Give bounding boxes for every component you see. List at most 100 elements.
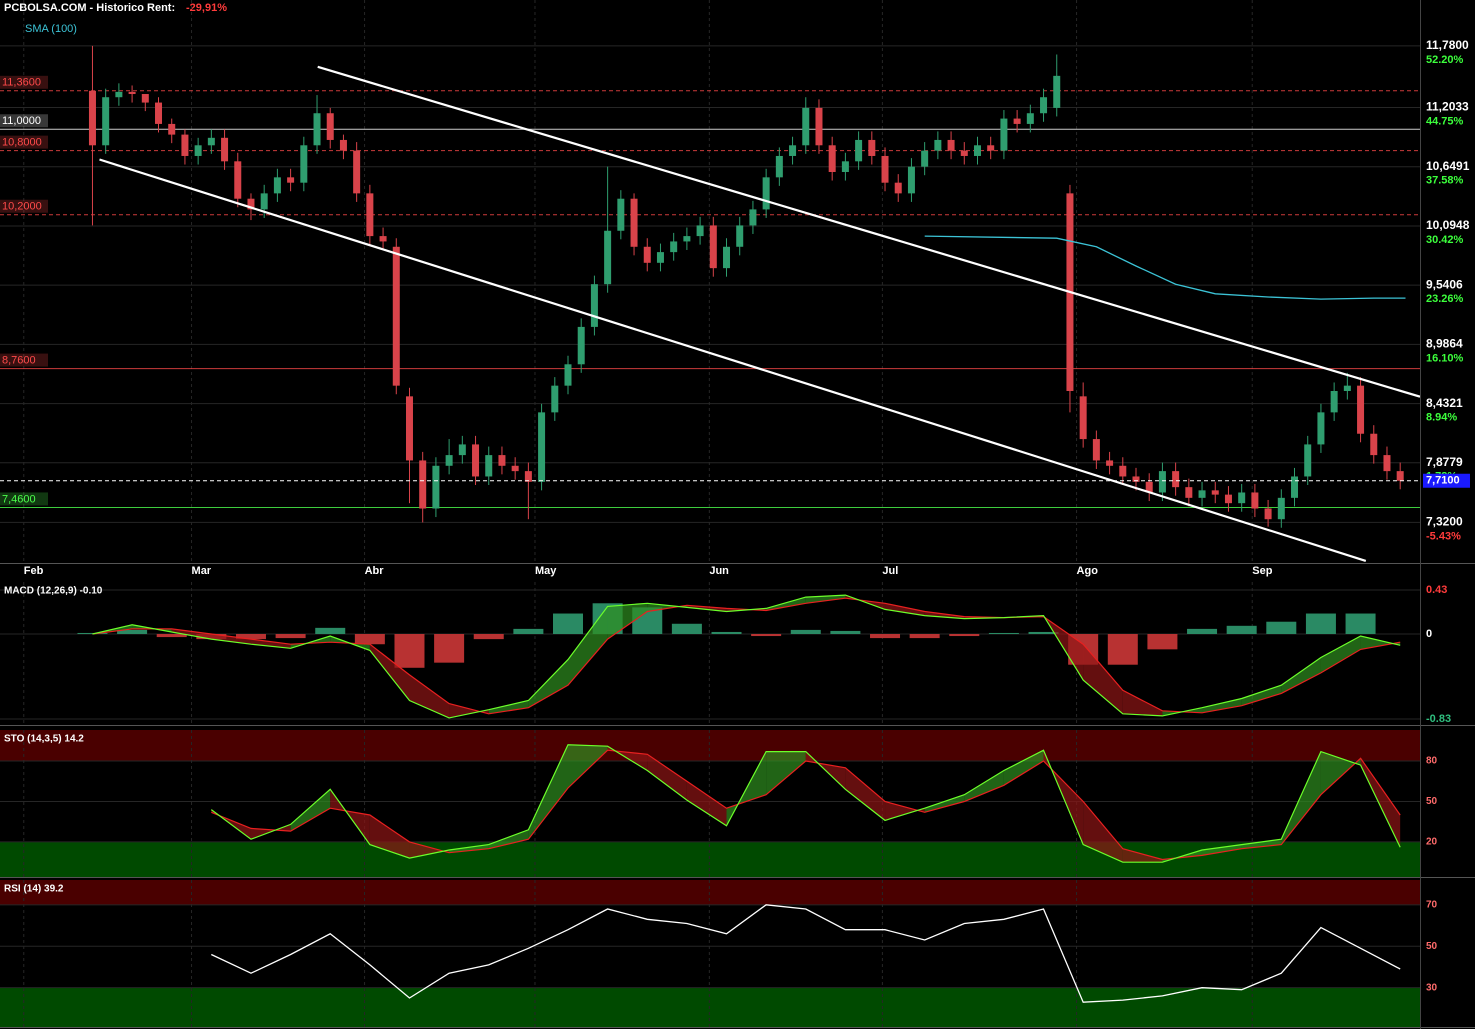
candle-body	[656, 252, 664, 263]
candles	[88, 45, 1404, 528]
candle-body	[1092, 439, 1100, 461]
cross-fill	[885, 603, 925, 616]
y2-tick-label: 30.42%	[1426, 234, 1464, 246]
histogram-bar	[1187, 628, 1218, 634]
signal-line	[92, 597, 1401, 715]
cross-fill	[1122, 690, 1163, 716]
candle-body	[194, 145, 202, 156]
indicator-title: MACD (12,26,9) -0.10	[4, 586, 103, 597]
k-line	[210, 744, 1401, 863]
y-tick-label: 9,5406	[1426, 277, 1463, 291]
cross-fill	[369, 644, 410, 701]
candle-body	[1211, 490, 1219, 495]
histogram-bar	[1305, 613, 1336, 634]
cross-fill	[250, 639, 291, 649]
y-tick-label: 80	[1426, 756, 1438, 767]
y-tick-label: 11,2033	[1426, 100, 1469, 114]
candle-body	[458, 444, 466, 456]
candle-body	[1145, 481, 1153, 493]
candle-body	[353, 150, 361, 194]
candle-body	[1251, 492, 1259, 509]
candle-body	[1132, 476, 1140, 482]
y2-tick-label: 16.10%	[1426, 352, 1464, 364]
candle-body	[339, 139, 347, 151]
level-label-bg	[0, 353, 48, 367]
histogram-bar	[830, 630, 861, 634]
histogram-bar	[156, 634, 187, 638]
histogram-bar	[235, 634, 266, 640]
x-tick-label: Abr	[365, 565, 385, 577]
cross-fill	[449, 844, 489, 853]
cross-fill	[1202, 844, 1242, 856]
rent-value: -29,91%	[186, 2, 227, 14]
candle-body	[300, 145, 308, 183]
level-label-bg	[0, 492, 48, 506]
candle-body	[392, 246, 400, 386]
candle-body	[894, 182, 902, 194]
candle-body	[1317, 412, 1325, 445]
y2-tick-label: 8.94%	[1426, 411, 1457, 423]
cross-fill	[568, 606, 608, 686]
candle-body	[379, 236, 387, 242]
histogram-bar	[553, 613, 583, 634]
candle-body	[1291, 476, 1299, 498]
cross-fill	[1122, 848, 1163, 863]
cross-fill	[964, 770, 1004, 802]
candle-body	[287, 177, 295, 183]
cross-fill	[686, 781, 727, 826]
trendlines	[99, 65, 1420, 562]
y-tick-label: 0.43	[1426, 584, 1447, 596]
candle-body	[564, 364, 572, 386]
candle-body	[973, 145, 981, 156]
histogram-bar	[909, 634, 940, 639]
histogram-bar	[1147, 634, 1178, 650]
d-line	[211, 749, 1401, 861]
histogram-bar	[1345, 613, 1376, 634]
level-label-bg	[0, 114, 48, 128]
cross-fill	[211, 634, 251, 645]
level-label: 11,0000	[2, 115, 41, 127]
candle-body	[1000, 118, 1008, 151]
candle-body	[1370, 433, 1378, 456]
y-tick-label: 10,6491	[1426, 159, 1470, 173]
sma-line	[924, 235, 1406, 300]
candle-body	[1026, 113, 1034, 124]
candle-body	[1357, 385, 1365, 434]
candle-body	[234, 161, 242, 199]
cross-fill	[1083, 644, 1123, 714]
last-price-box	[1423, 473, 1470, 488]
cross-fill	[647, 754, 687, 801]
histogram-bar	[354, 634, 385, 645]
candle-body	[907, 166, 915, 194]
candle-body	[1238, 492, 1246, 504]
candle-body	[670, 241, 678, 253]
candle-body	[432, 465, 440, 509]
candle-body	[1304, 444, 1312, 477]
x-tick-label: Sep	[1252, 565, 1272, 577]
candle-body	[445, 455, 453, 466]
cross-fill	[488, 700, 529, 714]
histogram-bar	[315, 627, 346, 634]
histogram-bar	[988, 632, 1019, 634]
candle-body	[102, 97, 110, 146]
y2-tick-label: 37.58%	[1426, 175, 1464, 187]
candle-body	[1264, 508, 1272, 520]
candle-body	[749, 209, 757, 226]
histogram-bar	[275, 634, 306, 639]
candle-body	[168, 123, 176, 135]
y-tick-label: 0	[1426, 628, 1432, 640]
y-tick-label: 30	[1426, 982, 1438, 993]
candle-body	[1396, 471, 1404, 481]
cross-fill	[568, 744, 608, 788]
candle-body	[1330, 391, 1338, 413]
candle-body	[128, 91, 136, 95]
cross-fill	[171, 628, 212, 640]
y2-tick-label: -5.43%	[1426, 530, 1461, 542]
candle-body	[313, 113, 321, 146]
indicator-title: STO (14,3,5) 14.2	[4, 734, 84, 745]
candle-body	[115, 91, 123, 98]
y-tick-label: 20	[1426, 837, 1438, 848]
x-tick-label: Jun	[709, 565, 729, 577]
